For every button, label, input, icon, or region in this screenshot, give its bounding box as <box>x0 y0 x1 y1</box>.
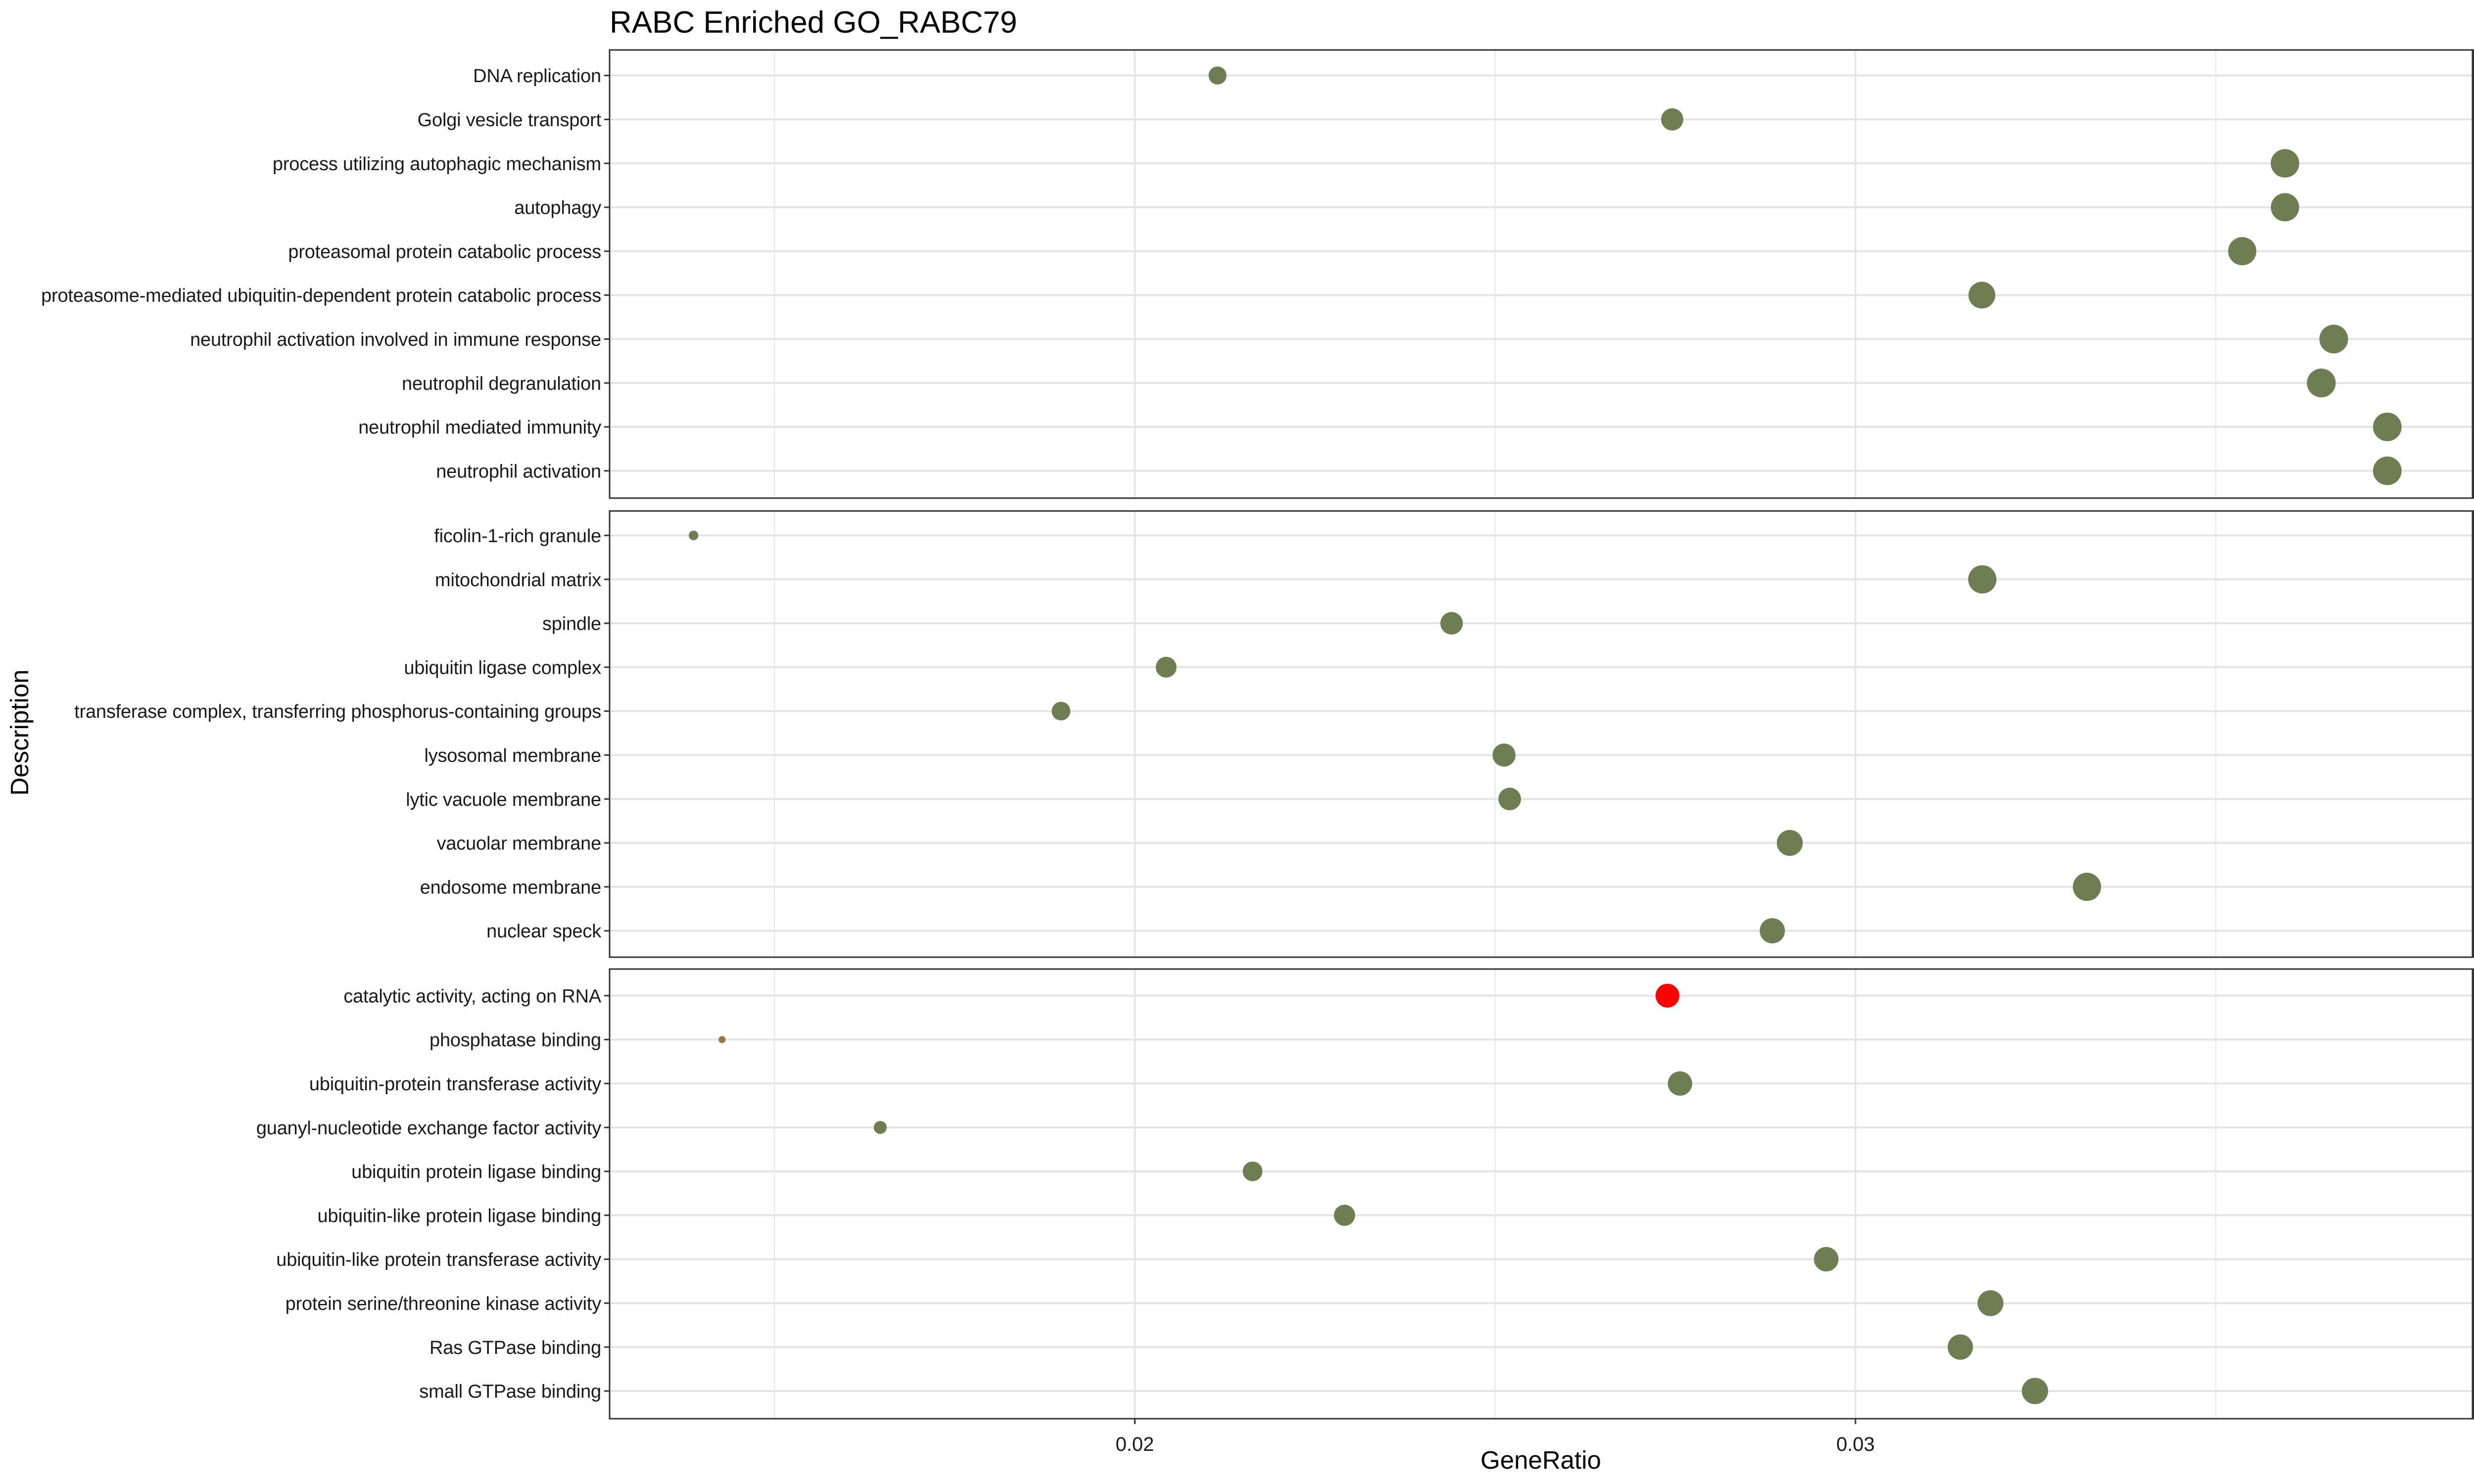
svg-text:Description: Description <box>5 669 34 795</box>
svg-text:autophagy: autophagy <box>514 198 601 219</box>
svg-text:guanyl-nucleotide exchange fac: guanyl-nucleotide exchange factor activi… <box>256 1118 601 1139</box>
svg-text:lytic vacuole membrane: lytic vacuole membrane <box>406 789 601 810</box>
svg-text:Golgi vesicle transport: Golgi vesicle transport <box>418 110 602 131</box>
svg-text:endosome membrane: endosome membrane <box>420 877 601 898</box>
svg-text:neutrophil mediated immunity: neutrophil mediated immunity <box>358 417 601 438</box>
svg-text:ubiquitin protein ligase bindi: ubiquitin protein ligase binding <box>351 1162 601 1183</box>
svg-text:nuclear speck: nuclear speck <box>486 921 602 942</box>
svg-text:neutrophil degranulation: neutrophil degranulation <box>402 373 601 394</box>
svg-text:ficolin-1-rich granule: ficolin-1-rich granule <box>434 526 601 547</box>
svg-text:protein serine/threonine kinas: protein serine/threonine kinase activity <box>285 1294 602 1314</box>
svg-text:phosphatase binding: phosphatase binding <box>429 1030 601 1051</box>
svg-text:ubiquitin-protein transferase: ubiquitin-protein transferase activity <box>309 1074 601 1095</box>
svg-text:vacuolar membrane: vacuolar membrane <box>437 834 601 854</box>
svg-text:Ras GTPase binding: Ras GTPase binding <box>429 1338 601 1358</box>
svg-text:transferase complex, transferr: transferase complex, transferring phosph… <box>74 701 601 722</box>
svg-text:ubiquitin-like protein ligase: ubiquitin-like protein ligase binding <box>317 1206 601 1226</box>
svg-text:spindle: spindle <box>542 614 601 635</box>
svg-text:neutrophil activation: neutrophil activation <box>436 461 601 482</box>
svg-text:neutrophil activation involved: neutrophil activation involved in immune… <box>190 329 601 350</box>
svg-text:proteasome-mediated ubiquitin-: proteasome-mediated ubiquitin-dependent … <box>41 285 601 306</box>
svg-text:GeneRatio: GeneRatio <box>1480 1446 1601 1474</box>
svg-text:proteasomal protein catabolic: proteasomal protein catabolic process <box>288 241 601 262</box>
svg-text:0.02: 0.02 <box>1116 1434 1154 1455</box>
svg-text:lysosomal membrane: lysosomal membrane <box>424 745 601 766</box>
svg-text:ubiquitin ligase complex: ubiquitin ligase complex <box>404 657 601 678</box>
svg-text:catalytic activity, acting on: catalytic activity, acting on RNA <box>343 986 602 1007</box>
svg-text:small GTPase binding: small GTPase binding <box>419 1382 601 1402</box>
svg-text:DNA replication: DNA replication <box>473 66 601 87</box>
svg-text:0.03: 0.03 <box>1836 1434 1875 1455</box>
svg-text:process utilizing autophagic m: process utilizing autophagic mechanism <box>273 154 601 175</box>
svg-text:mitochondrial matrix: mitochondrial matrix <box>435 570 601 591</box>
svg-text:ubiquitin-like protein transfe: ubiquitin-like protein transferase activ… <box>276 1250 601 1270</box>
svg-text:RABC Enriched GO_RABC79: RABC Enriched GO_RABC79 <box>610 5 1017 40</box>
